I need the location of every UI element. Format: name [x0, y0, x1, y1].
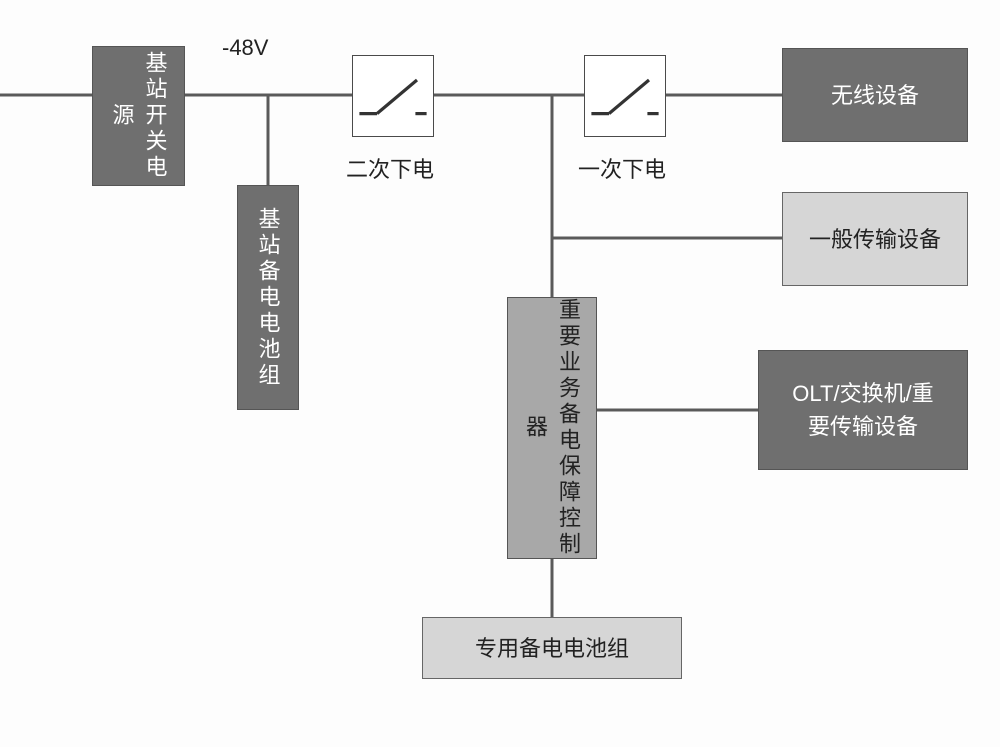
node-dedicated-backup-battery-pack-label: 专用备电电池组	[475, 632, 629, 665]
primary-cutoff-caption: 一次下电	[578, 152, 666, 184]
switch-icon	[585, 56, 665, 136]
switch-icon	[353, 56, 433, 136]
node-wireless-equipment-label: 无线设备	[831, 79, 919, 112]
node-base-station-battery-pack-label: 基站备电电池组	[252, 207, 285, 389]
node-general-transport-equipment: 一般传输设备	[782, 192, 968, 286]
node-secondary-cutoff-switch	[352, 55, 434, 137]
node-general-transport-equipment-label: 一般传输设备	[809, 223, 941, 256]
secondary-cutoff-caption: 二次下电	[346, 152, 434, 184]
node-base-station-battery-pack: 基站备电电池组	[237, 185, 299, 410]
node-base-station-psu-label: 基站开关电源	[106, 47, 172, 185]
voltage-label: -48V	[222, 35, 268, 61]
node-wireless-equipment: 无线设备	[782, 48, 968, 142]
node-critical-backup-controller: 重要业务备电保障控制器	[507, 297, 597, 559]
node-olt-switch-critical-transport-label: OLT/交换机/重 要传输设备	[792, 377, 933, 443]
node-olt-switch-critical-transport: OLT/交换机/重 要传输设备	[758, 350, 968, 470]
node-critical-backup-controller-label: 重要业务备电保障控制器	[519, 298, 585, 558]
node-dedicated-backup-battery-pack: 专用备电电池组	[422, 617, 682, 679]
node-primary-cutoff-switch	[584, 55, 666, 137]
node-base-station-psu: 基站开关电源	[92, 46, 185, 186]
